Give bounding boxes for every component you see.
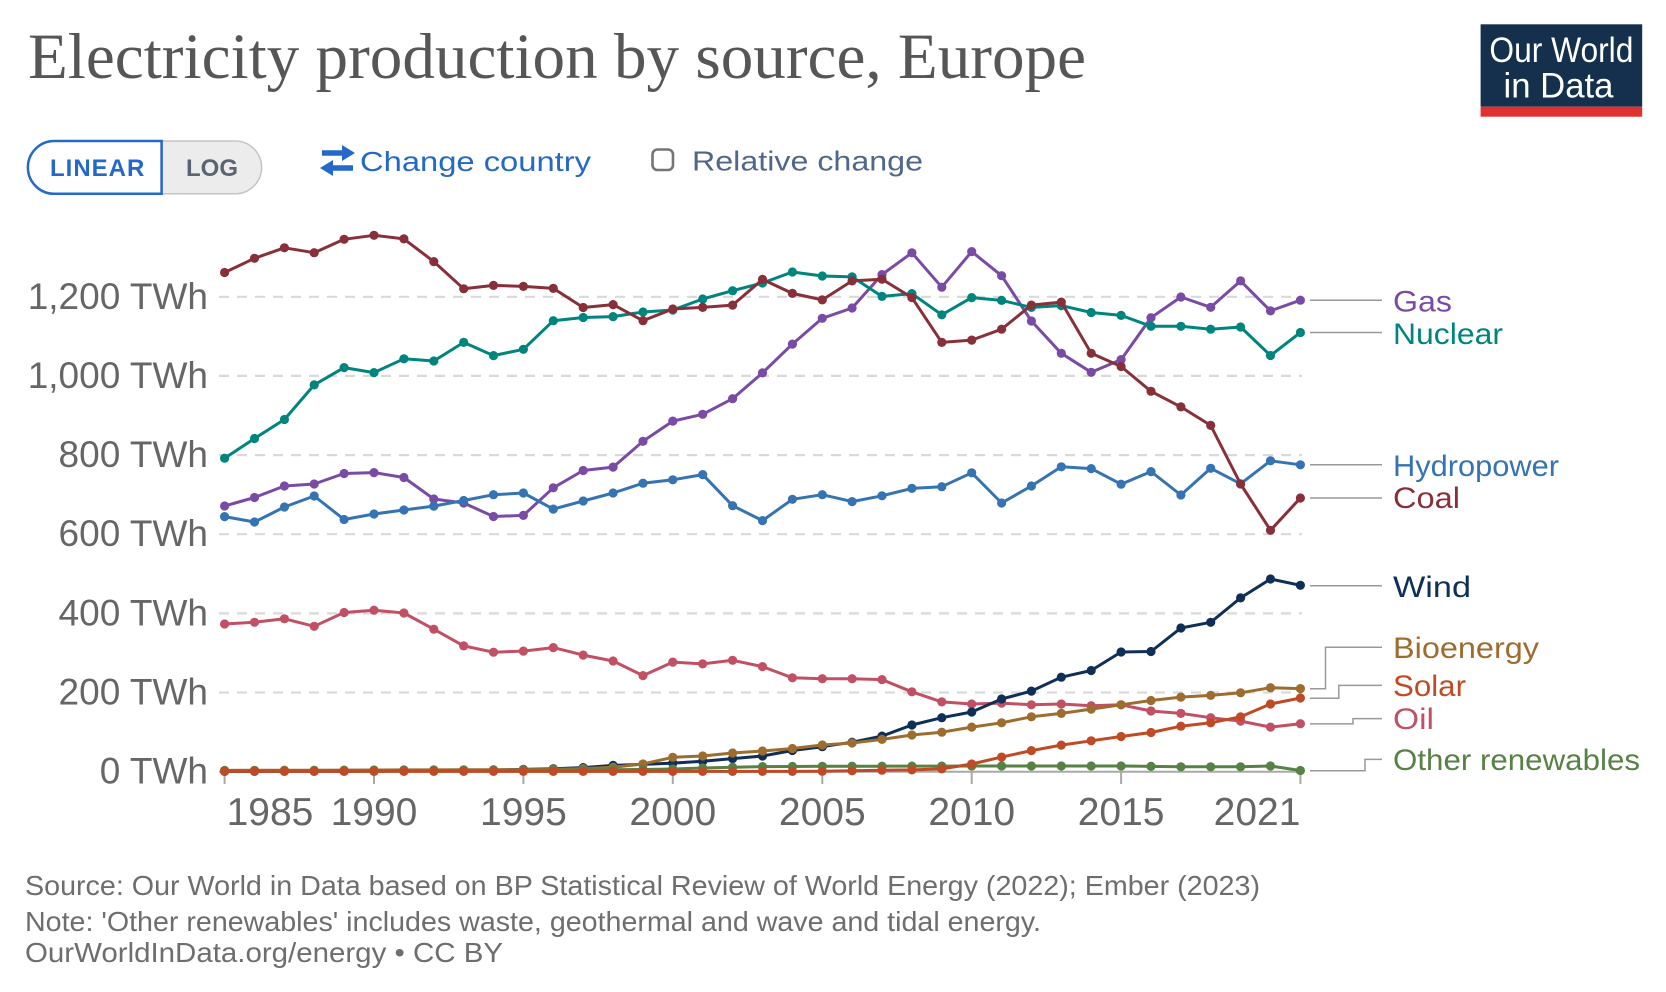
svg-text:2015: 2015	[1078, 791, 1165, 834]
svg-text:LINEAR: LINEAR	[50, 155, 145, 182]
svg-text:2010: 2010	[928, 791, 1015, 834]
svg-text:Electricity production by sour: Electricity production by source, Europe	[28, 21, 1086, 93]
svg-text:400 TWh: 400 TWh	[59, 592, 208, 633]
svg-text:Oil: Oil	[1393, 703, 1434, 736]
svg-text:Relative change: Relative change	[692, 146, 923, 177]
svg-text:200 TWh: 200 TWh	[59, 672, 208, 713]
svg-text:Gas: Gas	[1393, 285, 1452, 318]
svg-text:1,000 TWh: 1,000 TWh	[28, 355, 208, 396]
svg-text:Coal: Coal	[1393, 482, 1460, 515]
svg-text:1985: 1985	[227, 791, 314, 834]
svg-text:800 TWh: 800 TWh	[59, 434, 208, 475]
svg-text:Other renewables: Other renewables	[1393, 744, 1640, 777]
svg-text:2005: 2005	[779, 791, 866, 834]
svg-text:Note: 'Other renewables' inclu: Note: 'Other renewables' includes waste,…	[25, 906, 1041, 937]
svg-text:2021: 2021	[1214, 791, 1301, 834]
svg-text:1995: 1995	[480, 791, 567, 834]
svg-text:2000: 2000	[629, 791, 716, 834]
svg-text:LOG: LOG	[186, 155, 238, 182]
svg-text:600 TWh: 600 TWh	[59, 513, 208, 554]
svg-text:Bioenergy: Bioenergy	[1393, 632, 1539, 665]
svg-text:Wind: Wind	[1393, 571, 1471, 604]
svg-text:in Data: in Data	[1504, 66, 1615, 105]
svg-text:Change country: Change country	[360, 146, 591, 177]
svg-text:Solar: Solar	[1393, 670, 1466, 703]
svg-text:1,200 TWh: 1,200 TWh	[28, 276, 208, 317]
svg-text:Hydropower: Hydropower	[1393, 450, 1559, 483]
svg-text:1990: 1990	[331, 791, 418, 834]
svg-text:Our World: Our World	[1489, 31, 1633, 70]
svg-text:Source: Our World in Data base: Source: Our World in Data based on BP St…	[25, 870, 1260, 901]
svg-text:OurWorldInData.org/energy • CC: OurWorldInData.org/energy • CC BY	[25, 937, 503, 968]
svg-text:Nuclear: Nuclear	[1393, 318, 1503, 351]
svg-text:0 TWh: 0 TWh	[100, 751, 208, 792]
